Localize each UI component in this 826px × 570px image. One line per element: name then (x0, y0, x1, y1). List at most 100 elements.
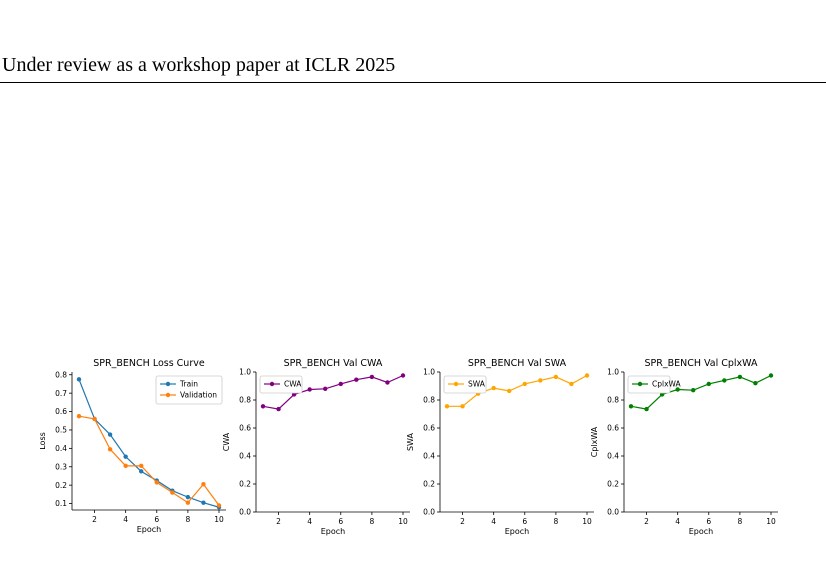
data-point (385, 380, 390, 385)
y-tick-label: 0.8 (239, 396, 251, 405)
data-point (185, 494, 191, 500)
x-axis-label: Epoch (137, 525, 162, 534)
legend-box (443, 375, 487, 394)
y-tick-label: 0.4 (239, 452, 251, 461)
x-tick-label: 2 (644, 517, 649, 526)
y-tick-label: 0.2 (423, 480, 435, 489)
charts-svg: SPR_BENCH Loss Curve 2 4 6 8 10 0.1 0.2 0.3 0.4 0.… (38, 358, 778, 536)
data-point (538, 378, 543, 383)
legend-box (155, 375, 223, 405)
chart-title: SPR_BENCH Loss Curve (93, 358, 205, 369)
legend-swatch-marker (453, 381, 459, 387)
y-tick-label: 0.8 (55, 370, 67, 379)
data-point (107, 447, 113, 452)
x-tick-label: 2 (92, 515, 97, 524)
x-tick-label: 4 (491, 517, 496, 526)
y-tick-label: 0.7 (55, 389, 67, 398)
legend-label: Validation (180, 391, 217, 400)
y-axis-label: CplxWA (590, 426, 599, 457)
x-tick-label: 8 (369, 517, 374, 526)
y-tick-label: 0.0 (423, 508, 435, 517)
y-tick-label: 0.2 (55, 481, 67, 490)
y-tick-label: 0.8 (423, 396, 435, 405)
y-tick-label: 0.8 (607, 396, 619, 405)
y-tick-label: 1.0 (423, 368, 435, 377)
legend-swatch-marker (269, 381, 275, 387)
x-tick-label: 8 (553, 517, 558, 526)
data-point (753, 381, 758, 386)
data-point (323, 386, 328, 391)
x-tick-label: 6 (706, 517, 711, 526)
legend-swatch-marker (165, 381, 171, 387)
series-line (262, 374, 404, 410)
y-tick-label: 0.4 (607, 452, 619, 461)
x-tick-label: 8 (737, 517, 742, 526)
data-point (522, 381, 527, 387)
x-tick-label: 4 (123, 515, 128, 524)
figure-row: SPR_BENCH Loss Curve 2 4 6 8 10 0.1 0.2 0.3 0.4 0.… (38, 352, 826, 542)
y-tick-label: 0.3 (55, 462, 67, 471)
data-point (569, 381, 574, 387)
data-point (722, 378, 727, 383)
data-point (201, 482, 206, 487)
series-line (78, 415, 220, 506)
data-point (737, 374, 743, 380)
data-point (491, 385, 496, 391)
series-line (630, 374, 772, 410)
y-tick-label: 0.6 (607, 424, 619, 433)
x-tick-label: 4 (675, 517, 680, 526)
y-tick-label: 0.1 (55, 499, 67, 508)
y-tick-label: 0.4 (55, 444, 67, 453)
data-point (92, 416, 97, 422)
legend-swatch-marker (165, 392, 171, 398)
x-tick-label: 8 (185, 515, 190, 524)
data-point (170, 490, 175, 495)
x-tick-label: 10 (398, 517, 408, 526)
x-tick-label: 2 (276, 517, 281, 526)
x-tick-label: 6 (338, 517, 343, 526)
x-axis-label: Epoch (321, 527, 346, 536)
data-point (354, 377, 359, 382)
data-point (76, 413, 82, 419)
data-point (444, 404, 450, 409)
chart-title: SPR_BENCH Val CWA (284, 358, 383, 369)
x-axis-label: Epoch (689, 527, 714, 536)
data-point (507, 388, 512, 394)
data-point (307, 387, 312, 392)
x-tick-label: 10 (582, 517, 592, 526)
data-point (107, 432, 113, 437)
data-point (691, 388, 696, 393)
chart-title: SPR_BENCH Val SWA (468, 358, 567, 369)
y-axis-label: Loss (40, 432, 47, 450)
data-point (338, 381, 343, 387)
legend-box (259, 375, 303, 394)
x-axis-label: Epoch (505, 527, 530, 536)
y-tick-label: 1.0 (607, 368, 619, 377)
y-axis-label: SWA (406, 432, 415, 451)
data-point (460, 404, 465, 409)
data-point (768, 373, 774, 378)
data-point (76, 377, 82, 382)
data-point (201, 500, 206, 505)
data-point (139, 463, 144, 469)
data-point (400, 373, 406, 378)
data-point (644, 406, 649, 412)
y-tick-label: 1.0 (239, 368, 251, 377)
data-point (369, 374, 375, 380)
header-rule (0, 82, 826, 83)
data-point (123, 463, 128, 469)
y-tick-label: 0.4 (423, 452, 435, 461)
y-tick-label: 0.0 (239, 508, 251, 517)
y-tick-label: 0.0 (607, 508, 619, 517)
chart-title: SPR_BENCH Val CplxWA (644, 358, 758, 369)
legend-label: SWA (468, 380, 486, 389)
data-point (139, 469, 144, 474)
y-tick-label: 0.6 (423, 424, 435, 433)
legend-label: Train (179, 380, 198, 389)
y-tick-label: 0.5 (55, 426, 67, 435)
legend-box (627, 375, 671, 394)
x-tick-label: 2 (460, 517, 465, 526)
y-axis-label: CWA (222, 432, 231, 451)
x-tick-label: 4 (307, 517, 312, 526)
data-point (675, 387, 680, 392)
